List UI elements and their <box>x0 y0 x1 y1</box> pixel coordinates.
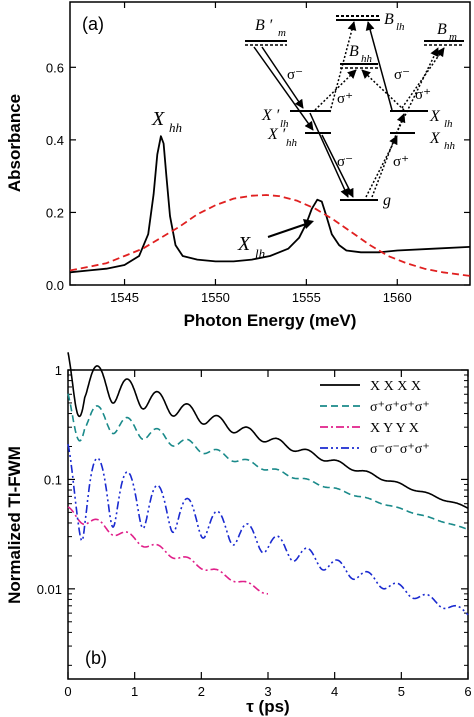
xlh-arrow <box>267 223 307 238</box>
x-tick-label: 1550 <box>201 290 230 305</box>
svg-text:X: X <box>429 130 441 147</box>
svg-text:lh: lh <box>444 118 453 130</box>
svg-text:g: g <box>383 192 391 209</box>
x-tick-label: 1545 <box>110 290 139 305</box>
y-tick-label: 0.6 <box>46 60 64 75</box>
fwm-series-2 <box>67 506 268 595</box>
x-tick-label: 2 <box>198 684 205 699</box>
panel-a-xlabel: Photon Energy (meV) <box>184 311 357 330</box>
svg-text:B: B <box>437 21 447 38</box>
legend-label: σ⁻σ⁻σ⁺σ⁺ <box>370 442 430 457</box>
svg-text:σ⁺: σ⁺ <box>415 87 431 103</box>
x-tick-label: 5 <box>398 684 405 699</box>
svg-text:X ′: X ′ <box>261 107 280 124</box>
x-tick-label: 4 <box>331 684 338 699</box>
svg-text:σ⁻: σ⁻ <box>337 154 353 170</box>
panel-a-series <box>69 135 471 277</box>
panel-a-ylabel: Absorbance <box>5 94 24 192</box>
y-tick-label: 1 <box>55 363 62 378</box>
panel-b-ylabel: Normalized TI-FWM <box>5 446 24 604</box>
x-tick-label: 0 <box>64 684 71 699</box>
svg-text:σ⁺: σ⁺ <box>337 91 353 107</box>
xlh-arrowhead <box>303 219 314 229</box>
panel-b-frame <box>67 369 469 680</box>
svg-text:σ⁻: σ⁻ <box>394 67 410 83</box>
fwm-series-1 <box>67 393 469 531</box>
absorbance-series-1 <box>69 194 471 277</box>
y-tick-label: 0.2 <box>46 205 64 220</box>
x-tick-label: 1560 <box>383 290 412 305</box>
y-tick-label: 0.1 <box>44 472 62 487</box>
legend-label: σ⁺σ⁺σ⁺σ⁺ <box>370 400 430 415</box>
panel-a-label: (a) <box>82 14 104 34</box>
xlh-peak-label: X lh <box>237 233 265 261</box>
xlh-label-main: X <box>237 233 251 255</box>
x-tick-label: 1 <box>131 684 138 699</box>
x-tick-label: 3 <box>264 684 271 699</box>
y-tick-label: 0.4 <box>46 133 64 148</box>
y-tick-label: 0.01 <box>37 582 62 597</box>
svg-text:m: m <box>449 31 457 43</box>
svg-text:B: B <box>384 11 394 28</box>
svg-text:m: m <box>278 27 286 39</box>
svg-text:σ⁻: σ⁻ <box>287 67 303 83</box>
svg-text:hh: hh <box>286 137 298 149</box>
energy-level-diagram: B ′ m B lh B m B hh X ′ lh X ′ hh X lh X… <box>245 11 464 209</box>
y-tick-label: 0.0 <box>46 278 64 293</box>
xhh-label-sub: hh <box>169 120 182 135</box>
svg-text:σ⁺: σ⁺ <box>393 154 409 170</box>
panel-b-y-ticks: 1 0.1 0.01 <box>37 363 468 666</box>
panel-b-label: (b) <box>85 648 107 668</box>
absorbance-series-0 <box>69 135 471 274</box>
svg-text:X: X <box>429 108 441 125</box>
xhh-peak-label: X hh <box>151 108 182 135</box>
fwm-series-3 <box>67 444 469 616</box>
svg-text:lh: lh <box>280 118 289 130</box>
x-tick-label: 6 <box>464 684 471 699</box>
panel-a-frame <box>69 1 471 286</box>
panel-b-xlabel: τ (ps) <box>246 697 289 716</box>
svg-text:hh: hh <box>361 53 373 65</box>
legend-label: X Y Y X <box>370 421 419 436</box>
svg-text:X ′: X ′ <box>267 126 286 143</box>
panel-a-y-ticks: 0.0 0.2 0.4 0.6 <box>46 60 470 293</box>
panel-b-x-ticks: 0 1 2 3 4 5 6 <box>64 370 472 699</box>
fwm-series-0 <box>67 352 469 509</box>
svg-text:B: B <box>349 43 359 60</box>
legend-label: X X X X <box>370 379 421 394</box>
xhh-label-main: X <box>151 108 165 130</box>
svg-text:lh: lh <box>396 21 405 33</box>
xlh-label-sub: lh <box>255 246 265 261</box>
svg-text:hh: hh <box>444 140 456 152</box>
panel-b-series <box>67 352 469 616</box>
svg-text:B ′: B ′ <box>255 17 273 34</box>
panel-a-x-ticks: 1545 1550 1555 1560 <box>110 2 412 305</box>
x-tick-label: 1555 <box>292 290 321 305</box>
panel-b-legend: X X X X σ⁺σ⁺σ⁺σ⁺ X Y Y X σ⁻σ⁻σ⁺σ⁺ <box>320 379 430 457</box>
